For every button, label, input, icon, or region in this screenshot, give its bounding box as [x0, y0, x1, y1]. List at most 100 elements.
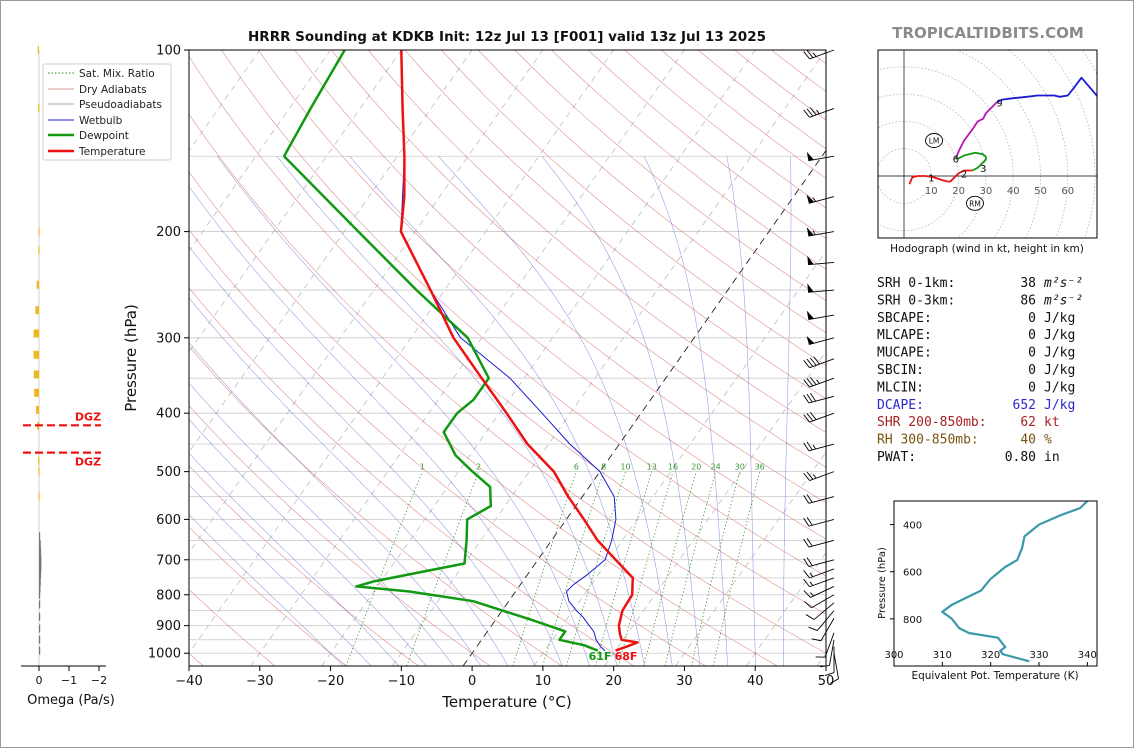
hodograph-ring-label: 60: [1061, 186, 1074, 197]
omega-bar: [38, 104, 39, 112]
theta-e-plot: [942, 501, 1087, 661]
param-label: SRH 0-3km:: [877, 293, 955, 308]
mixing-ratio-line: [346, 472, 422, 666]
hodograph-ring-label: 30: [980, 186, 993, 197]
param-label: MUCAPE:: [877, 346, 932, 361]
omega-bar: [39, 591, 40, 599]
y-tick-label: 100: [156, 44, 181, 59]
wind-barb-staff: [810, 578, 834, 587]
param-unit: J/kg: [1044, 380, 1075, 395]
wind-barb: [804, 442, 834, 451]
wind-barb: [804, 595, 834, 608]
isotherm-line: [463, 50, 897, 666]
wind-barb: [804, 50, 834, 59]
omega-bar: [39, 636, 40, 644]
param-label: PWAT:: [877, 450, 916, 465]
y-tick-label: 800: [156, 588, 181, 603]
wind-barb: [804, 558, 834, 567]
omega-bar: [35, 306, 39, 314]
wind-barb-half: [813, 474, 816, 478]
pseudoadiabat-line: [1, 156, 399, 666]
page-title: HRRR Sounding at KDKB Init: 12z Jul 13 […: [248, 29, 766, 45]
param-value: 0: [1028, 380, 1036, 395]
pseudoadiabat-line: [168, 156, 563, 666]
hodograph-trace: [956, 102, 997, 158]
pseudoadiabat-line: [217, 156, 589, 666]
wind-barb-staff: [810, 472, 834, 481]
brand-label: TROPICALTIDBITS.COM: [892, 24, 1084, 42]
hodograph-trace: [997, 78, 1098, 103]
dgz-label: DGZ: [75, 410, 101, 423]
theta-e-y-tick-label: 600: [903, 568, 922, 579]
wind-barb-staff: [814, 603, 834, 620]
x-tick-label: 0: [468, 674, 476, 689]
wind-barb-half: [810, 593, 813, 596]
wind-barb-flag: [807, 336, 815, 345]
omega-bar: [34, 329, 39, 337]
hodograph-ring-label: 50: [1034, 186, 1047, 197]
param-label: SRH 0-1km:: [877, 276, 955, 291]
wind-barb: [807, 256, 834, 265]
param-unit: m²s⁻²: [1043, 276, 1083, 291]
wind-barb: [807, 311, 834, 320]
wind-barb-half: [816, 380, 819, 384]
hodograph-caption: Hodograph (wind in kt, height in km): [890, 243, 1084, 255]
param-unit: in: [1044, 450, 1060, 465]
surface-dewpoint-label: 61F: [589, 650, 612, 663]
mixing-ratio-label: 20: [691, 463, 701, 472]
omega-bar: [38, 468, 39, 476]
x-tick-label: 50: [818, 674, 835, 689]
pseudoadiabat-line: [1, 156, 371, 666]
wind-barb: [804, 538, 834, 547]
theta-e-xlabel: Equivalent Pot. Temperature (K): [911, 670, 1078, 682]
omega-bar: [38, 457, 39, 465]
x-tick-label: 40: [747, 674, 764, 689]
param-value: 0: [1028, 328, 1036, 343]
pseudoadiabat-line: [727, 156, 756, 666]
param-label: RH 300-850mb:: [877, 433, 979, 448]
wind-barb-full: [804, 601, 811, 607]
wind-barb: [807, 336, 834, 345]
param-value: 38: [1020, 276, 1036, 291]
hodograph-height-label: 1: [928, 173, 934, 184]
param-value: 0: [1028, 363, 1036, 378]
mixing-ratio-label: 2: [476, 463, 481, 472]
wind-barb: [804, 472, 834, 481]
omega-tick-label: −1: [61, 674, 77, 687]
param-label: SBCIN:: [877, 363, 924, 378]
pseudoadiabat-line: [644, 156, 728, 666]
wind-barb-full: [806, 615, 814, 620]
x-tick-label: −30: [246, 674, 273, 689]
hodograph-height-label: 9: [996, 98, 1002, 109]
wind-barb-staff: [810, 108, 834, 117]
pseudoadiabat-line: [90, 156, 508, 666]
wind-barb: [804, 377, 834, 387]
mixing-ratio-label: 36: [755, 463, 765, 472]
dry-adiabat-line: [405, 50, 1133, 666]
x-tick-label: 20: [605, 674, 622, 689]
x-tick-label: −40: [175, 674, 202, 689]
theta-e-x-tick-label: 310: [933, 650, 952, 661]
mixing-ratio-label: 1: [420, 463, 425, 472]
pseudoadiabat-line: [438, 156, 672, 666]
omega-bar: [39, 548, 41, 556]
param-unit: kt: [1044, 415, 1060, 430]
x-tick-label: 30: [676, 674, 693, 689]
mixing-ratio-line: [618, 472, 673, 666]
hodograph-ring-label: 10: [925, 186, 938, 197]
theta-e-y-tick-label: 400: [903, 521, 922, 532]
mixing-ratio-line: [644, 472, 696, 666]
y-tick-label: 300: [156, 331, 181, 346]
wind-barb-half: [813, 53, 816, 57]
wind-barb-full: [804, 570, 810, 577]
theta-e-ylabel: Pressure (hPa): [877, 547, 888, 619]
wind-barb-flag: [807, 283, 813, 292]
wind-barb-staff: [810, 359, 834, 368]
mixing-ratio-line: [513, 472, 576, 666]
wind-barb: [804, 357, 834, 368]
omega-bar: [39, 647, 40, 655]
omega-bar: [39, 577, 41, 585]
